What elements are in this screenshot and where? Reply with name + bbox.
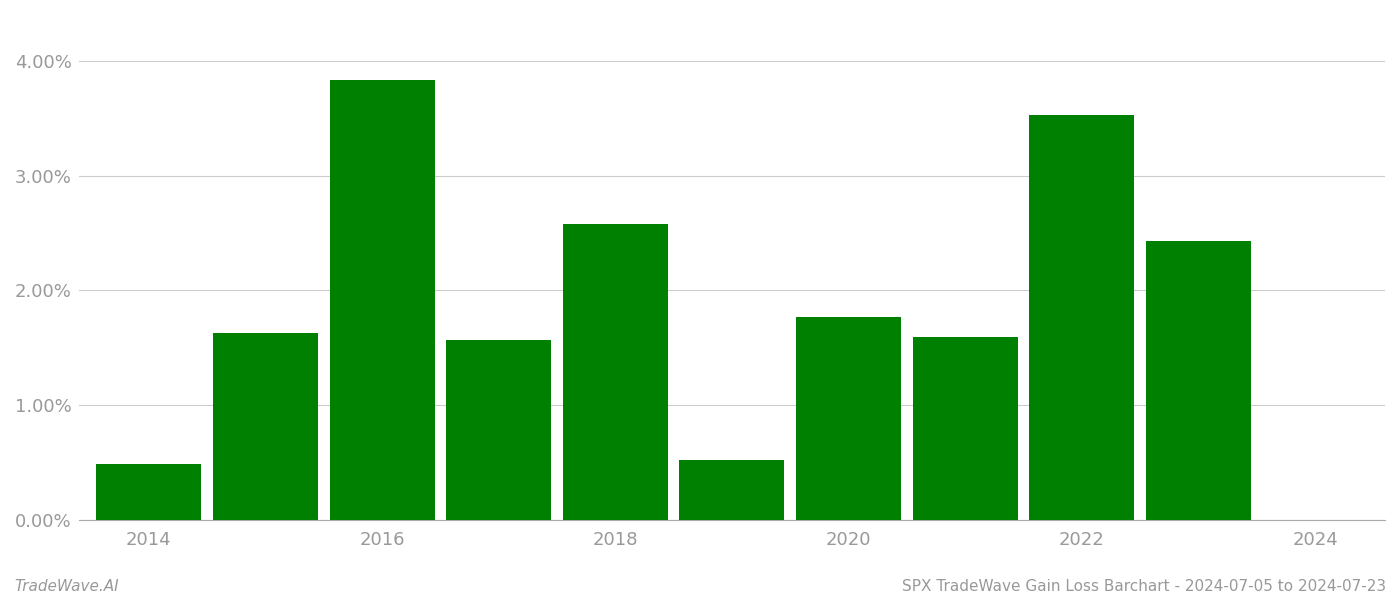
Text: SPX TradeWave Gain Loss Barchart - 2024-07-05 to 2024-07-23: SPX TradeWave Gain Loss Barchart - 2024-… (902, 579, 1386, 594)
Bar (329, 80, 434, 520)
Bar (1029, 115, 1134, 520)
Bar (213, 333, 318, 520)
Bar (679, 460, 784, 520)
Bar (797, 317, 902, 520)
Bar (447, 340, 552, 520)
Bar (1147, 241, 1250, 520)
Text: TradeWave.AI: TradeWave.AI (14, 579, 119, 594)
Bar (913, 337, 1018, 520)
Bar (97, 464, 202, 520)
Bar (563, 224, 668, 520)
